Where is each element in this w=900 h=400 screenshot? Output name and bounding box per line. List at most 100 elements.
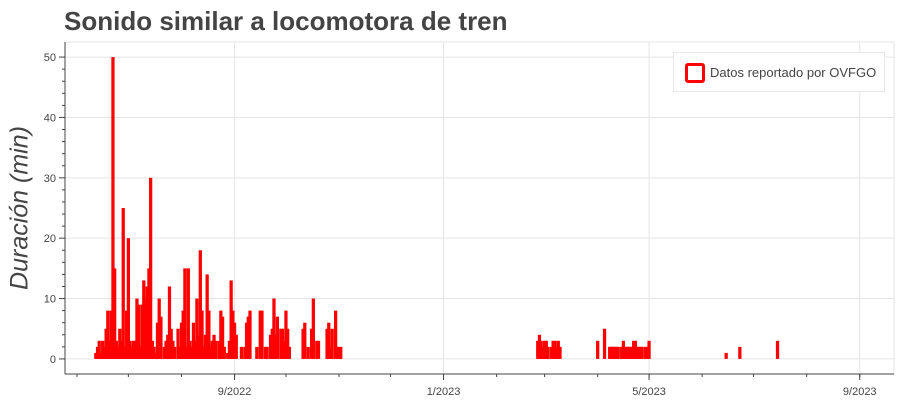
bar <box>102 346 107 359</box>
legend[interactable]: Datos reportado por OVFGO <box>673 52 885 92</box>
bar <box>628 346 632 359</box>
y-tick-label: 0 <box>50 354 56 366</box>
bar <box>140 304 144 359</box>
bar <box>337 346 341 359</box>
bar <box>272 298 276 359</box>
bar <box>263 346 268 359</box>
bar <box>333 310 338 359</box>
bar <box>220 316 225 359</box>
chart-title: Sonido similar a locomotora de tren <box>64 6 508 36</box>
bar <box>154 352 158 359</box>
bar <box>145 286 149 359</box>
bar <box>181 310 185 359</box>
bar <box>208 346 213 359</box>
bar <box>217 340 221 359</box>
bar <box>193 340 197 359</box>
bar <box>616 346 620 359</box>
bar <box>113 268 117 359</box>
bar <box>214 340 218 359</box>
bar <box>231 310 235 359</box>
bar <box>118 328 122 359</box>
legend-label: Datos reportado por OVFGO <box>710 65 877 80</box>
bar <box>169 328 173 359</box>
bar <box>196 334 201 359</box>
bar <box>620 346 624 359</box>
bar <box>106 310 110 359</box>
bar <box>596 340 600 359</box>
bar <box>171 340 175 359</box>
y-tick-label: 30 <box>44 173 56 185</box>
bar <box>287 346 292 359</box>
bar <box>186 268 190 359</box>
x-tick-label: 9/2022 <box>218 386 252 398</box>
bar <box>243 346 247 359</box>
bar <box>104 328 108 359</box>
y-tick-label: 10 <box>44 294 56 306</box>
bar <box>306 346 310 359</box>
bar <box>537 334 542 359</box>
bar <box>268 334 273 359</box>
bar <box>219 310 223 359</box>
bar <box>149 177 153 359</box>
bar <box>645 346 649 359</box>
y-axis: 0 10 20 30 40 50 <box>44 42 66 374</box>
bar <box>328 346 333 359</box>
bar <box>539 340 543 359</box>
bar <box>311 298 315 359</box>
bar <box>614 346 619 359</box>
bar <box>121 208 125 359</box>
x-tick-label: 9/2023 <box>843 386 877 398</box>
bar <box>335 346 339 359</box>
bar <box>282 340 286 359</box>
bar <box>135 298 139 359</box>
bar <box>101 340 105 359</box>
x-tick-label: 1/2023 <box>427 386 461 398</box>
bar <box>195 298 199 359</box>
bar <box>162 346 166 359</box>
bar <box>602 328 607 359</box>
bar <box>191 322 196 359</box>
bar <box>274 334 278 359</box>
bar <box>198 250 202 359</box>
bar <box>202 346 206 359</box>
bar <box>97 340 101 359</box>
bar <box>188 340 192 359</box>
x-axis: 9/2022 1/2023 5/2023 9/2023 <box>65 373 894 398</box>
bar <box>549 346 554 359</box>
bar <box>167 286 172 359</box>
bar <box>212 334 216 359</box>
bar <box>316 340 321 359</box>
bar <box>131 340 136 359</box>
bar <box>95 346 100 359</box>
bar <box>150 340 154 359</box>
y-tick-label: 50 <box>44 52 56 64</box>
bar <box>143 298 148 359</box>
bar <box>239 346 244 359</box>
y-tick-label: 20 <box>44 233 56 245</box>
legend-swatch <box>685 63 705 83</box>
bar <box>94 352 98 359</box>
bar <box>280 328 285 359</box>
bar <box>248 310 252 359</box>
bar <box>609 346 614 359</box>
bar <box>621 340 626 359</box>
bar <box>176 328 180 359</box>
bar <box>284 310 288 359</box>
bars-group <box>94 57 780 359</box>
bar <box>633 340 637 359</box>
bar <box>109 310 113 359</box>
bar <box>234 334 238 359</box>
bar <box>130 346 134 359</box>
bar <box>626 346 631 359</box>
bar <box>159 316 163 359</box>
bar <box>608 346 612 359</box>
bar <box>623 346 627 359</box>
bar <box>184 346 189 359</box>
bar <box>339 346 343 359</box>
bar <box>279 328 283 359</box>
bar <box>330 328 334 359</box>
bar <box>227 340 232 359</box>
bar <box>172 346 177 359</box>
bar <box>128 340 132 359</box>
